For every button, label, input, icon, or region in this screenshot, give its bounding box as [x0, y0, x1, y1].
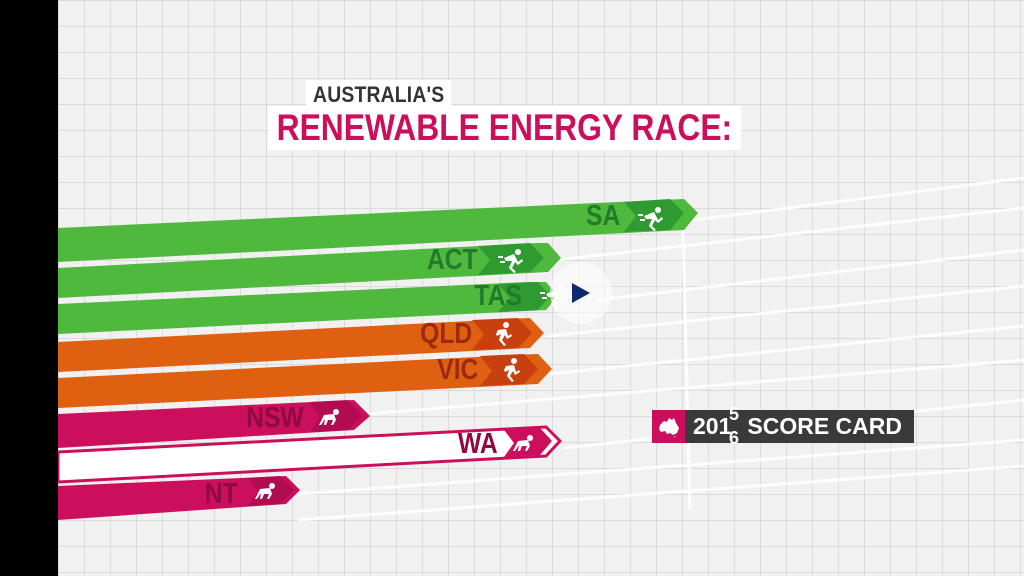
- label-tas: TAS: [474, 280, 522, 312]
- label-qld: QLD: [419, 318, 472, 350]
- infographic-frame: SA ACT TAS QLD VIC NSW WA NT AUSTRALIA'S…: [58, 0, 1024, 576]
- crouch-start-icon: [255, 483, 275, 499]
- sprinter-icon: [498, 249, 523, 273]
- score-card-label: SCORE CARD: [747, 413, 902, 439]
- label-act: ACT: [427, 244, 478, 276]
- australia-map-icon: [652, 410, 685, 443]
- runner-icon: [504, 358, 520, 382]
- year-digit-bottom: 6: [729, 428, 740, 448]
- bar-nsw: [58, 400, 370, 448]
- title-line-1: AUSTRALIA'S: [306, 80, 452, 108]
- runner-icon: [496, 322, 512, 346]
- sprinter-icon: [638, 207, 663, 231]
- year-digit-top: 5: [729, 404, 740, 424]
- crouch-start-icon: [319, 409, 339, 425]
- play-button[interactable]: [550, 262, 612, 324]
- race-chart: [58, 176, 1024, 522]
- bar-nt: [58, 476, 300, 520]
- crouch-start-icon: [513, 435, 533, 451]
- score-card-badge: 201 5 6 SCORE CARD: [652, 404, 914, 448]
- label-vic: VIC: [436, 354, 478, 386]
- label-nsw: NSW: [246, 402, 304, 434]
- video-letterbox: [0, 0, 58, 576]
- play-icon: [572, 283, 590, 303]
- bar-tas: [58, 282, 558, 334]
- label-sa: SA: [585, 200, 620, 232]
- label-wa: WA: [458, 428, 498, 460]
- title-line-2: RENEWABLE ENERGY RACE:: [268, 106, 741, 150]
- label-nt: NT: [205, 478, 238, 510]
- score-card-text: 201 5 6 SCORE CARD: [685, 404, 914, 448]
- year-prefix: 201: [693, 413, 732, 439]
